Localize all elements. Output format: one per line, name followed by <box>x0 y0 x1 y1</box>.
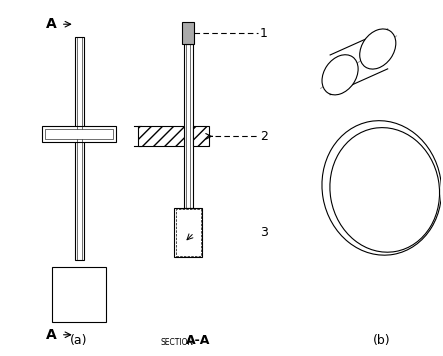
Bar <box>184 44 193 208</box>
Ellipse shape <box>330 127 439 252</box>
Bar <box>193 126 209 146</box>
Bar <box>75 37 84 260</box>
Bar <box>183 22 194 44</box>
Text: 1: 1 <box>260 27 268 40</box>
Bar <box>43 126 116 142</box>
Text: SECTION: SECTION <box>160 338 194 347</box>
Text: (a): (a) <box>70 334 88 347</box>
Text: 3: 3 <box>260 226 268 239</box>
Bar <box>176 209 201 256</box>
Bar <box>52 267 106 322</box>
Bar <box>175 208 202 257</box>
Text: A-A: A-A <box>186 334 211 347</box>
Text: (b): (b) <box>373 334 391 347</box>
Bar <box>138 126 184 146</box>
Ellipse shape <box>322 121 442 255</box>
Text: A: A <box>46 328 57 342</box>
Ellipse shape <box>322 55 358 95</box>
Text: 2: 2 <box>260 130 268 143</box>
Bar <box>45 129 113 139</box>
Text: A: A <box>46 17 57 31</box>
Ellipse shape <box>360 29 396 69</box>
